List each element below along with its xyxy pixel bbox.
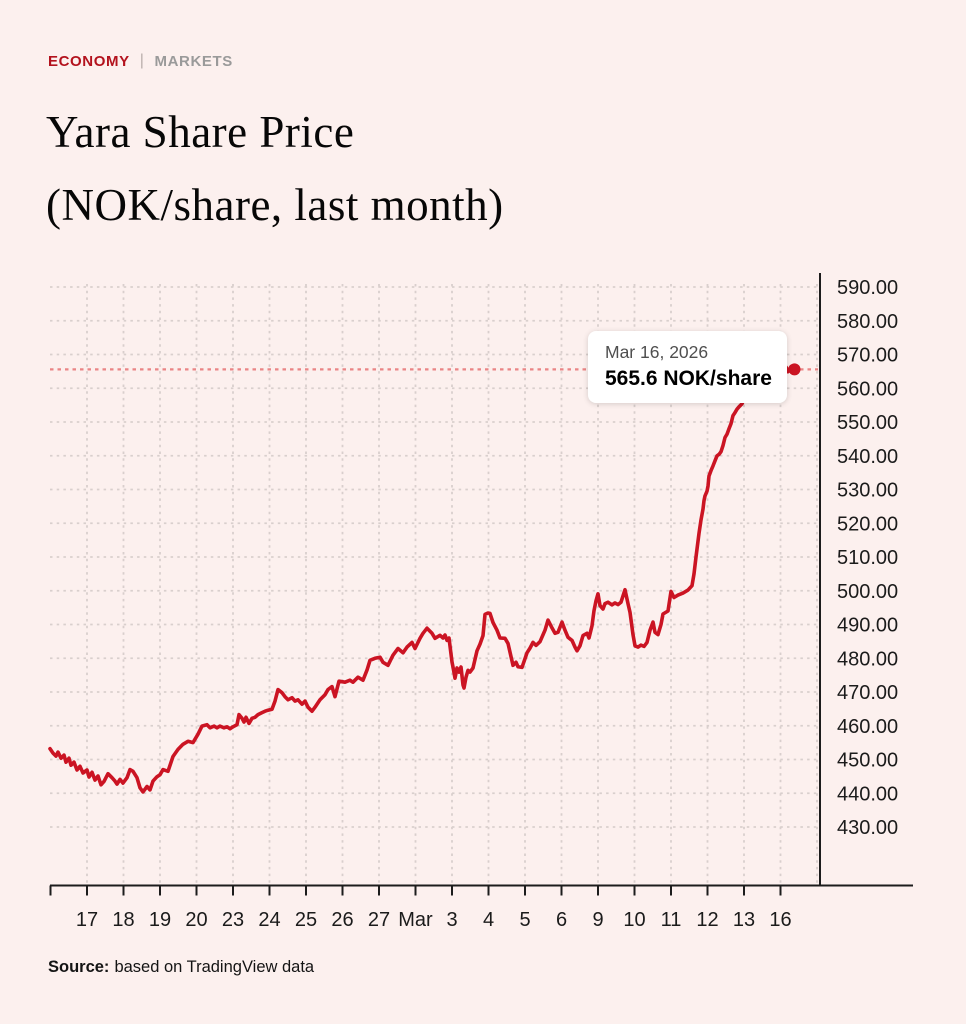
x-axis-label: 19 (149, 909, 171, 931)
x-axis-label: 17 (76, 909, 98, 931)
y-axis-label: 430.00 (837, 817, 898, 839)
x-axis-label: 5 (519, 909, 530, 931)
y-axis-label: 460.00 (837, 716, 898, 738)
source-line: Source: based on TradingView data (48, 958, 314, 977)
x-axis-label: 24 (258, 909, 280, 931)
source-text: based on TradingView data (114, 958, 315, 976)
breadcrumb: ECONOMY | MARKETS (48, 52, 233, 70)
y-axis-label: 500.00 (837, 581, 898, 603)
x-axis-label: Mar (398, 909, 433, 931)
x-axis-label: 20 (185, 909, 207, 931)
y-axis-label: 590.00 (837, 277, 898, 299)
x-axis-label: 12 (696, 909, 718, 931)
x-axis-label: 25 (295, 909, 317, 931)
x-axis-label: 16 (769, 909, 791, 931)
x-axis-label: 23 (222, 909, 244, 931)
x-axis-label: 18 (112, 909, 134, 931)
chart-tooltip: Mar 16, 2026 565.6 NOK/share (588, 331, 787, 403)
page-title-line2: (NOK/share, last month) (46, 180, 504, 230)
y-axis-label: 570.00 (837, 345, 898, 367)
x-axis-label: 10 (623, 909, 645, 931)
y-axis-label: 550.00 (837, 412, 898, 434)
y-axis-label: 540.00 (837, 446, 898, 468)
source-label: Source: (48, 958, 110, 976)
y-axis-label: 450.00 (837, 750, 898, 772)
x-axis-label: 9 (592, 909, 603, 931)
y-axis-label: 510.00 (837, 547, 898, 569)
y-axis-label: 470.00 (837, 682, 898, 704)
y-axis-label: 580.00 (837, 311, 898, 333)
kicker-section[interactable]: MARKETS (154, 52, 233, 70)
kicker-category[interactable]: ECONOMY (48, 52, 130, 70)
y-axis-label: 520.00 (837, 513, 898, 535)
x-axis-label: 13 (733, 909, 755, 931)
x-axis-label: 26 (331, 909, 353, 931)
tooltip-value: 565.6 NOK/share (605, 367, 772, 390)
price-line[interactable] (48, 363, 796, 794)
x-axis-label: 4 (483, 909, 494, 931)
tooltip-date: Mar 16, 2026 (605, 342, 709, 362)
y-axis-label: 530.00 (837, 480, 898, 502)
y-axis-label: 490.00 (837, 615, 898, 637)
x-axis-label: 27 (368, 909, 390, 931)
y-axis-label: 560.00 (837, 378, 898, 400)
x-axis-label: 6 (556, 909, 567, 931)
x-axis-label: 3 (446, 909, 457, 931)
kicker-separator: | (139, 52, 145, 69)
x-axis-label: 11 (661, 909, 682, 931)
y-axis-label: 480.00 (837, 648, 898, 670)
y-axis-label: 440.00 (837, 783, 898, 805)
page-title: Yara Share Price (NOK/share, last month) (46, 96, 504, 242)
page-title-line1: Yara Share Price (46, 107, 355, 157)
highlight-point-marker[interactable] (788, 363, 801, 376)
